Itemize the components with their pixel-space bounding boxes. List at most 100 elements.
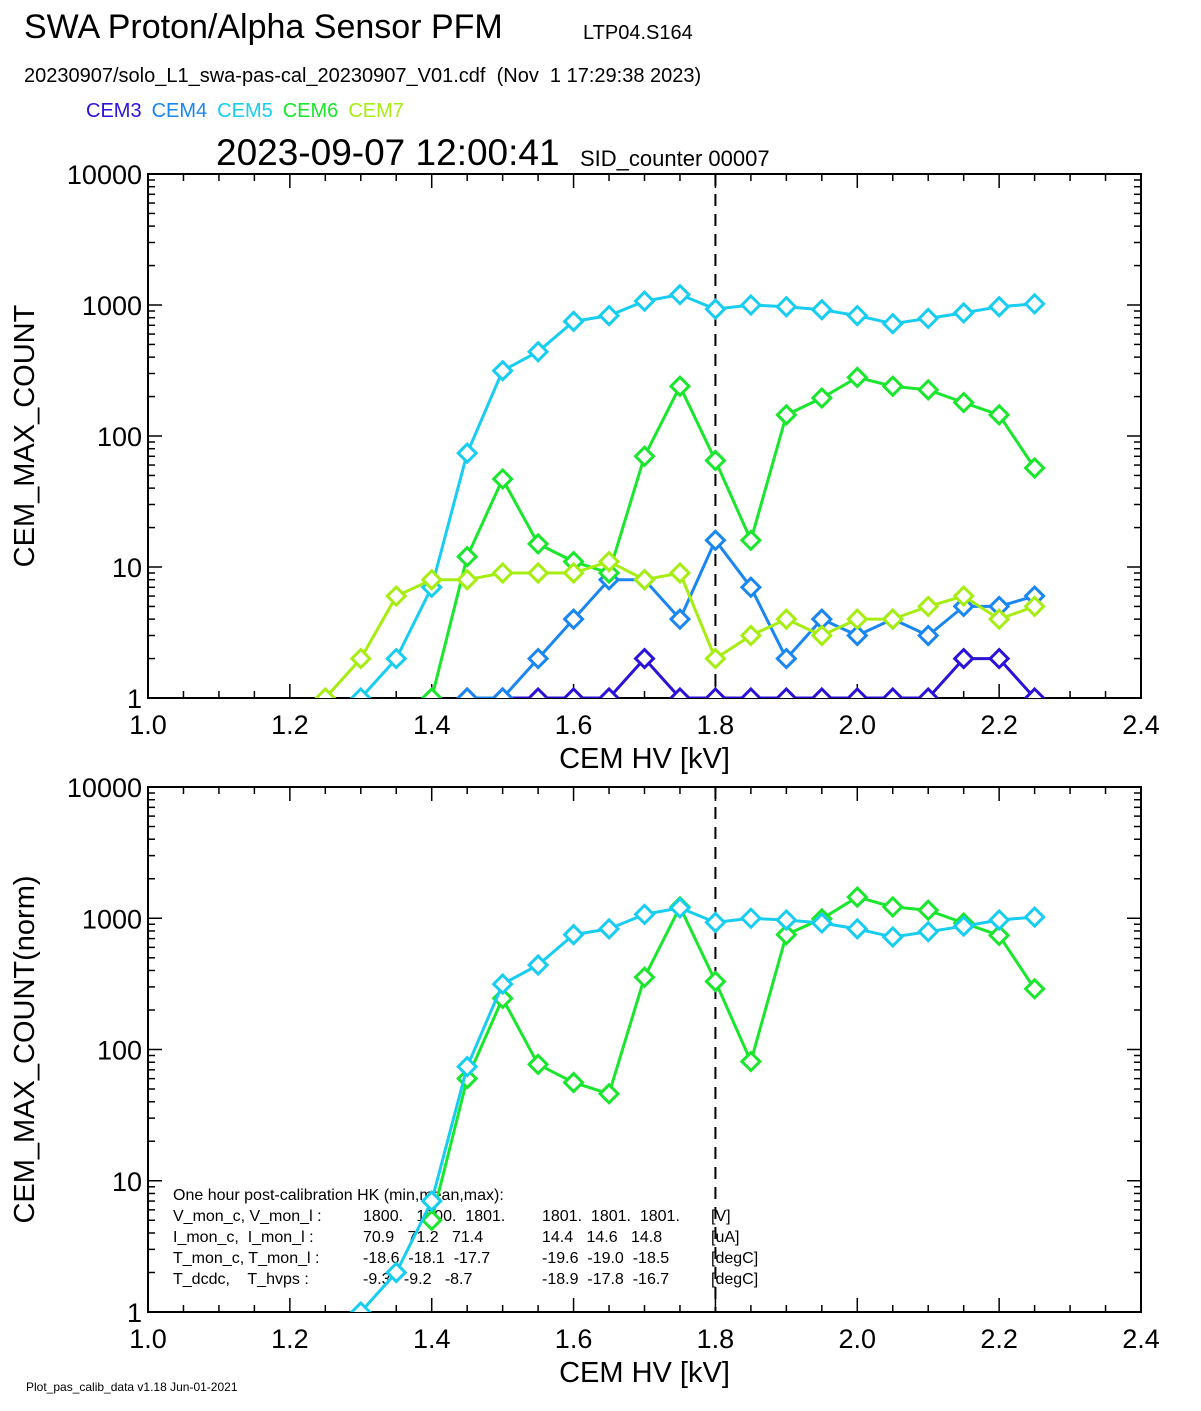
data-point — [562, 1071, 585, 1094]
data-point — [775, 295, 798, 318]
data-point — [668, 283, 692, 306]
data-point — [988, 908, 1011, 932]
data-point — [881, 608, 904, 631]
data-point — [1023, 595, 1046, 618]
data-point — [846, 608, 869, 631]
data-point — [988, 647, 1011, 670]
timestamp: 2023-09-07 12:00:41 — [216, 132, 560, 173]
hk-unit: [uA] — [711, 1229, 739, 1246]
hk-label: T_mon_c, T_mon_l : — [173, 1250, 319, 1267]
data-point — [917, 624, 940, 647]
x-tick-label: 2.4 — [1122, 1324, 1160, 1354]
x-tick-label: 1.0 — [129, 1324, 167, 1354]
data-point — [881, 686, 904, 698]
data-point — [704, 970, 727, 993]
x-tick-label: 2.2 — [980, 710, 1018, 740]
data-point — [739, 1050, 763, 1073]
data-point — [349, 1300, 372, 1312]
data-point — [668, 561, 692, 585]
x-tick-label: 1.2 — [271, 710, 309, 740]
data-point — [739, 529, 763, 552]
data-point — [1023, 292, 1046, 315]
legend-entry-cem6: CEM6 — [282, 100, 339, 122]
data-point — [526, 647, 550, 670]
hk-set2: 14.4 14.6 14.8 — [542, 1229, 662, 1246]
data-point — [1023, 905, 1046, 929]
x-tick-label: 2.4 — [1122, 710, 1160, 740]
series-line — [430, 895, 1036, 1221]
x-tick-label: 1.6 — [555, 1324, 593, 1354]
series-line — [430, 375, 1036, 698]
legend-entry-cem5: CEM5 — [217, 100, 273, 122]
legend: CEM3 CEM4 CEM5 CEM6 CEM7 — [86, 100, 414, 123]
series-cem7 — [314, 550, 1046, 698]
x-tick-label: 1.8 — [697, 1324, 735, 1354]
hk-heading: One hour post-calibration HK (min,mean,m… — [173, 1187, 504, 1204]
data-point — [775, 608, 798, 631]
data-point — [739, 686, 763, 698]
hk-label: T_dcdc, T_hvps : — [173, 1271, 309, 1288]
y-axis-label: CEM_MAX_COUNT(norm) — [9, 875, 41, 1223]
data-point — [704, 686, 727, 698]
data-point — [775, 686, 798, 698]
legend-entry-cem3: CEM3 — [86, 100, 142, 122]
data-point — [526, 953, 550, 977]
data-point — [775, 923, 798, 946]
series-cem5 — [349, 283, 1046, 698]
x-tick-label: 1.2 — [271, 1324, 309, 1354]
data-point — [633, 903, 656, 926]
data-point — [775, 908, 798, 932]
data-point — [810, 298, 833, 321]
data-point — [456, 568, 479, 591]
hk-unit: [degC] — [711, 1271, 758, 1288]
data-point — [420, 1189, 443, 1213]
y-tick-label: 10 — [112, 553, 142, 583]
data-point — [526, 686, 550, 698]
x-tick-label: 1.0 — [129, 710, 167, 740]
data-point — [881, 925, 904, 949]
y-tick-label: 100 — [97, 1036, 142, 1066]
series-cem6 — [420, 366, 1046, 698]
data-point — [775, 403, 798, 426]
data-point — [456, 686, 479, 698]
data-point — [988, 924, 1011, 947]
data-point — [704, 298, 727, 321]
data-point — [881, 895, 904, 919]
y-tick-label: 10000 — [67, 773, 142, 803]
y-tick-label: 1000 — [82, 904, 142, 934]
data-point — [952, 301, 975, 325]
series-line — [467, 657, 1036, 698]
data-point — [420, 1209, 443, 1232]
hk-set1: -18.6 -18.1 -17.7 — [363, 1250, 490, 1267]
x-tick-label: 2.2 — [980, 1324, 1018, 1354]
x-tick-label: 1.4 — [413, 1324, 451, 1354]
footer-version: Plot_pas_calib_data v1.18 Jun-01-2021 — [26, 1380, 238, 1394]
data-point — [597, 304, 621, 327]
y-axis-label: CEM_MAX_COUNT — [9, 304, 41, 567]
data-point — [420, 568, 443, 591]
data-point — [562, 923, 585, 946]
y-tick-label: 1000 — [82, 291, 142, 321]
data-point — [988, 295, 1011, 318]
data-point — [917, 899, 940, 922]
x-tick-label: 2.0 — [839, 710, 877, 740]
page-title: SWA Proton/Alpha Sensor PFM — [24, 8, 503, 46]
hk-unit: [V] — [711, 1208, 731, 1225]
data-point — [491, 561, 514, 585]
legend-entry-cem7: CEM7 — [348, 100, 404, 122]
data-point — [597, 561, 621, 585]
data-point — [597, 917, 621, 940]
data-point — [668, 896, 692, 919]
data-point — [491, 359, 514, 382]
legend-entry-cem4: CEM4 — [151, 100, 208, 122]
data-point — [491, 686, 514, 698]
data-point — [846, 885, 869, 909]
data-point — [526, 532, 550, 556]
data-point — [633, 290, 656, 313]
data-point — [597, 1082, 621, 1105]
chart-panel-1: 1.0 1.2 1.4 1.6 1.8 2.0 2.2 2.4 1 10 100 1000 10000 C… — [9, 160, 1160, 775]
y-tick-label: 10 — [112, 1167, 142, 1197]
data-point — [917, 595, 940, 618]
data-point — [597, 686, 621, 698]
